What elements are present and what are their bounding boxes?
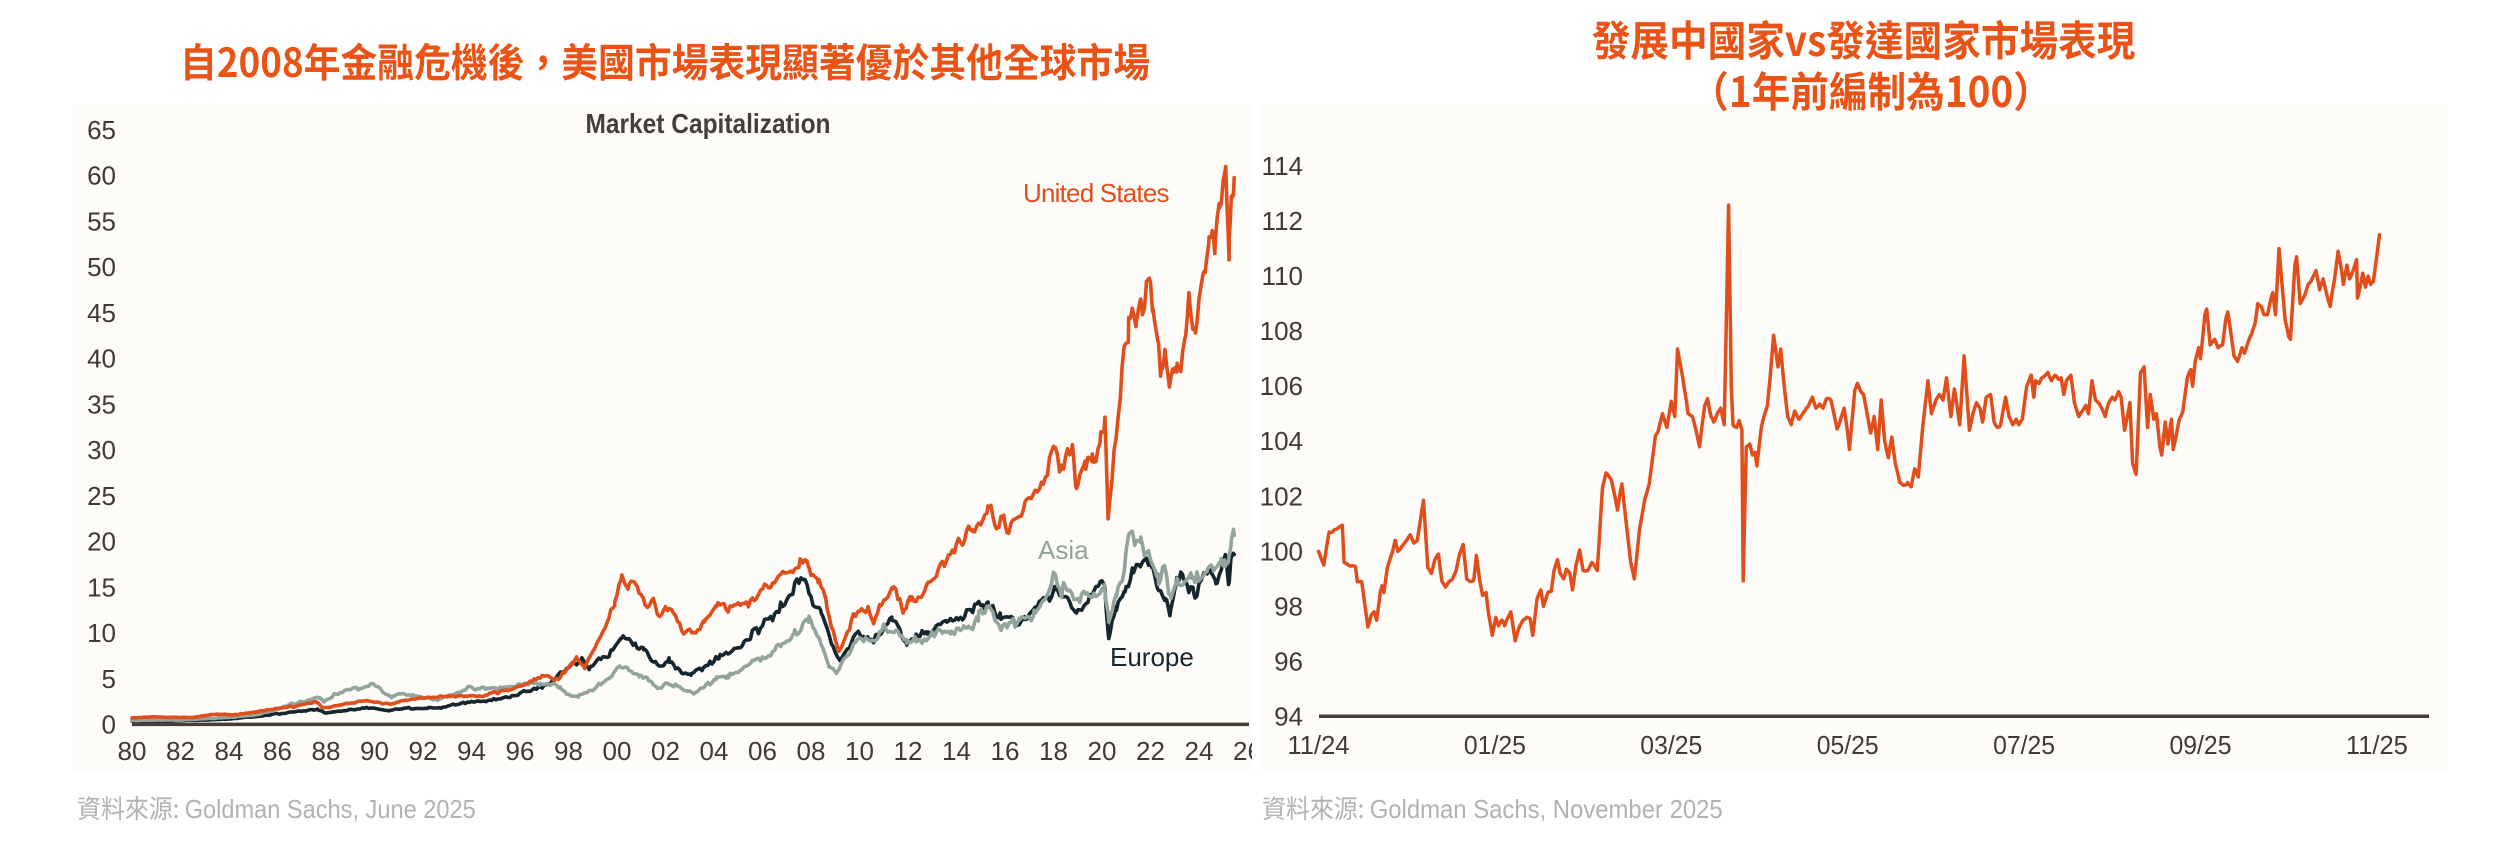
svg-text:04: 04: [700, 736, 729, 766]
svg-text:30: 30: [87, 435, 116, 465]
svg-text:Asia: Asia: [1038, 535, 1089, 565]
svg-text:35: 35: [87, 389, 116, 419]
svg-text:11/25: 11/25: [2346, 730, 2408, 760]
svg-text:07/25: 07/25: [1993, 730, 2055, 760]
svg-text:Goldman Sachs, November 2025: Goldman Sachs, November 2025: [1370, 794, 1723, 824]
svg-text:06: 06: [748, 736, 777, 766]
svg-text:5: 5: [102, 664, 116, 694]
svg-text:0: 0: [102, 710, 116, 740]
svg-text:102: 102: [1260, 481, 1303, 511]
svg-text:92: 92: [409, 736, 438, 766]
svg-text:55: 55: [87, 206, 116, 236]
svg-text:100: 100: [1260, 536, 1303, 566]
svg-text:98: 98: [554, 736, 583, 766]
svg-text:86: 86: [263, 736, 292, 766]
svg-text:15: 15: [87, 572, 116, 602]
svg-text:45: 45: [87, 298, 116, 328]
svg-text:104: 104: [1260, 426, 1303, 456]
svg-text:94: 94: [1274, 702, 1303, 732]
svg-text:02: 02: [651, 736, 680, 766]
svg-text:40: 40: [87, 344, 116, 374]
svg-text:88: 88: [312, 736, 341, 766]
svg-text:84: 84: [215, 736, 244, 766]
svg-text:14: 14: [942, 736, 971, 766]
svg-text:20: 20: [87, 527, 116, 557]
svg-text:Goldman Sachs, June 2025: Goldman Sachs, June 2025: [185, 794, 476, 824]
svg-text:50: 50: [87, 252, 116, 282]
svg-text:10: 10: [845, 736, 874, 766]
svg-text:82: 82: [166, 736, 195, 766]
svg-text:10: 10: [87, 618, 116, 648]
svg-text:22: 22: [1136, 736, 1165, 766]
svg-text:98: 98: [1274, 591, 1303, 621]
svg-text:110: 110: [1262, 261, 1303, 291]
svg-text:01/25: 01/25: [1464, 730, 1526, 760]
svg-text:18: 18: [1039, 736, 1068, 766]
svg-text:Europe: Europe: [1110, 642, 1194, 672]
svg-text:108: 108: [1260, 316, 1303, 346]
svg-text:11/24: 11/24: [1288, 730, 1350, 760]
svg-text:20: 20: [1088, 736, 1117, 766]
svg-text:112: 112: [1262, 206, 1303, 236]
svg-text:03/25: 03/25: [1640, 730, 1702, 760]
svg-text:09/25: 09/25: [2170, 730, 2232, 760]
svg-text:94: 94: [457, 736, 486, 766]
svg-text:00: 00: [603, 736, 632, 766]
svg-text:96: 96: [1274, 647, 1303, 677]
svg-text:12: 12: [894, 736, 923, 766]
svg-text:16: 16: [991, 736, 1020, 766]
svg-text:96: 96: [506, 736, 535, 766]
svg-text:United States: United States: [1023, 178, 1169, 208]
svg-text:25: 25: [87, 481, 116, 511]
svg-text:05/25: 05/25: [1817, 730, 1879, 760]
svg-text:80: 80: [118, 736, 147, 766]
svg-text:24: 24: [1185, 736, 1214, 766]
svg-text:90: 90: [360, 736, 389, 766]
svg-text:114: 114: [1262, 151, 1303, 181]
svg-text:Market Capitalization: Market Capitalization: [586, 108, 831, 139]
svg-text:60: 60: [87, 161, 116, 191]
svg-text:65: 65: [87, 115, 116, 145]
svg-text:08: 08: [797, 736, 826, 766]
svg-text:106: 106: [1260, 371, 1303, 401]
